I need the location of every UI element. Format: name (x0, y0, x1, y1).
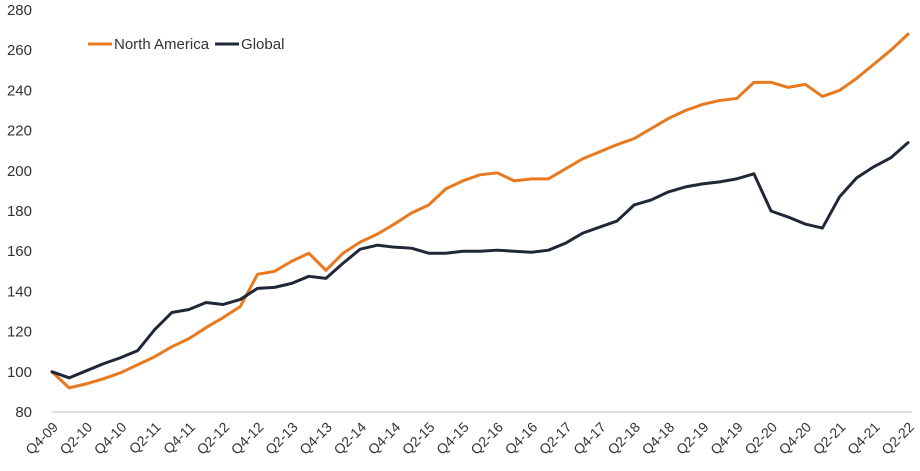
axes: 80100120140160180200220240260280Q4-09Q2-… (7, 2, 917, 458)
x-tick-label: Q4-18 (639, 419, 678, 458)
x-tick-label: Q2-18 (604, 419, 643, 458)
y-tick-label: 80 (15, 404, 32, 421)
legend-label-global: Global (241, 36, 284, 53)
x-tick-label: Q2-17 (536, 419, 575, 458)
y-tick-label: 220 (7, 123, 32, 140)
y-tick-label: 260 (7, 42, 32, 59)
y-tick-label: 140 (7, 283, 32, 300)
x-tick-label: Q4-12 (228, 419, 267, 458)
y-tick-label: 180 (7, 203, 32, 220)
x-tick-label: Q4-13 (296, 419, 335, 458)
x-tick-label: Q2-20 (741, 419, 780, 458)
x-tick-label: Q2-10 (56, 419, 95, 458)
series-lines (50, 32, 910, 390)
x-tick-label: Q4-19 (707, 419, 746, 458)
x-tick-label: Q2-11 (126, 419, 164, 457)
series-line-global (50, 141, 910, 380)
y-tick-label: 280 (7, 2, 32, 19)
series-line-north-america (50, 32, 910, 390)
x-tick-label: Q4-15 (433, 419, 472, 458)
y-tick-label: 120 (7, 324, 32, 341)
x-tick-label: Q4-16 (502, 419, 541, 458)
y-tick-label: 200 (7, 163, 32, 180)
y-tick-label: 240 (7, 82, 32, 99)
legend-label-north-america: North America (114, 36, 210, 53)
x-tick-label: Q4-20 (775, 419, 814, 458)
x-tick-label: Q2-15 (399, 419, 438, 458)
x-tick-label: Q2-21 (810, 419, 849, 458)
y-tick-label: 100 (7, 364, 32, 381)
x-tick-label: Q4-10 (91, 419, 130, 458)
y-tick-label: 160 (7, 243, 32, 260)
x-tick-label: Q2-14 (330, 419, 369, 458)
x-tick-label: Q2-12 (193, 419, 232, 458)
x-tick-label: Q2-16 (467, 419, 506, 458)
x-tick-label: Q2-22 (878, 419, 917, 458)
x-tick-label: Q2-13 (262, 419, 301, 458)
x-tick-label: Q4-21 (844, 419, 883, 458)
legend: North America Global (88, 36, 284, 53)
x-tick-label: Q2-19 (673, 419, 712, 458)
x-tick-label: Q4-09 (22, 419, 61, 458)
x-tick-label: Q4-17 (570, 419, 609, 458)
x-tick-label: Q4-14 (365, 419, 404, 458)
x-tick-label: Q4-11 (160, 419, 198, 457)
